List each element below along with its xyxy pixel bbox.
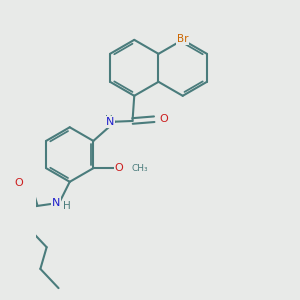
Text: N: N: [106, 117, 114, 127]
Text: Br: Br: [177, 34, 188, 44]
Text: CH₃: CH₃: [131, 164, 148, 173]
Text: N: N: [52, 198, 60, 208]
Text: O: O: [160, 114, 168, 124]
Text: O: O: [115, 163, 124, 173]
Text: H: H: [63, 201, 71, 211]
Text: H: H: [105, 115, 113, 125]
Text: O: O: [14, 178, 23, 188]
